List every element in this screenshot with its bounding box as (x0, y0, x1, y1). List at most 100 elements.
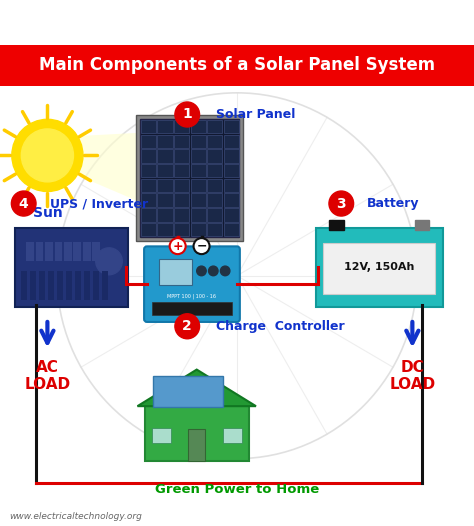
FancyBboxPatch shape (157, 135, 173, 148)
Text: Charge  Controller: Charge Controller (216, 320, 344, 333)
Bar (329, 220, 344, 230)
FancyBboxPatch shape (157, 208, 173, 221)
FancyBboxPatch shape (141, 120, 156, 133)
Circle shape (11, 191, 36, 216)
FancyBboxPatch shape (224, 179, 239, 192)
Bar (30, 271, 36, 300)
FancyBboxPatch shape (224, 135, 239, 148)
Bar (64, 242, 72, 261)
Circle shape (175, 102, 200, 127)
Bar (152, 428, 171, 443)
Bar (26, 242, 34, 261)
FancyBboxPatch shape (207, 149, 222, 163)
Bar (45, 242, 53, 261)
Text: Solar Panel: Solar Panel (216, 108, 295, 121)
FancyBboxPatch shape (141, 149, 156, 163)
Circle shape (175, 313, 200, 339)
Bar (36, 242, 43, 261)
FancyBboxPatch shape (191, 223, 206, 236)
Circle shape (197, 266, 206, 276)
FancyBboxPatch shape (141, 194, 156, 207)
Bar (102, 271, 108, 300)
Circle shape (12, 119, 83, 191)
Circle shape (21, 129, 73, 182)
Text: 12V, 150Ah: 12V, 150Ah (344, 262, 414, 272)
FancyBboxPatch shape (174, 135, 189, 148)
FancyBboxPatch shape (224, 208, 239, 221)
FancyBboxPatch shape (157, 179, 173, 192)
Bar (223, 428, 242, 443)
FancyBboxPatch shape (207, 164, 222, 177)
Bar (0, 45, 474, 86)
FancyBboxPatch shape (174, 164, 189, 177)
FancyBboxPatch shape (144, 246, 240, 322)
FancyBboxPatch shape (174, 194, 189, 207)
Bar (57, 271, 63, 300)
Text: www.electricaltechnology.org: www.electricaltechnology.org (9, 512, 142, 521)
FancyBboxPatch shape (174, 149, 189, 163)
Text: AC
LOAD: AC LOAD (24, 360, 71, 392)
Bar (21, 271, 27, 300)
Bar (92, 242, 100, 261)
Text: DC
LOAD: DC LOAD (389, 360, 436, 392)
FancyBboxPatch shape (207, 194, 222, 207)
Bar (152, 302, 232, 315)
Bar (66, 271, 72, 300)
FancyBboxPatch shape (136, 116, 243, 241)
Text: UPS / Inverter: UPS / Inverter (50, 197, 148, 210)
FancyBboxPatch shape (15, 228, 128, 307)
Bar (415, 220, 429, 230)
Bar (159, 259, 192, 285)
FancyBboxPatch shape (191, 149, 206, 163)
Circle shape (96, 248, 122, 275)
FancyBboxPatch shape (316, 228, 443, 307)
Bar (39, 271, 45, 300)
Bar (73, 242, 81, 261)
FancyBboxPatch shape (207, 135, 222, 148)
Text: 4: 4 (19, 197, 28, 210)
Bar (55, 242, 62, 261)
FancyBboxPatch shape (141, 223, 156, 236)
FancyBboxPatch shape (157, 149, 173, 163)
Circle shape (220, 266, 230, 276)
FancyBboxPatch shape (224, 149, 239, 163)
FancyBboxPatch shape (224, 120, 239, 133)
Text: +: + (173, 240, 183, 252)
FancyBboxPatch shape (191, 120, 206, 133)
FancyBboxPatch shape (207, 223, 222, 236)
Text: Battery: Battery (367, 197, 420, 210)
FancyBboxPatch shape (191, 179, 206, 192)
FancyBboxPatch shape (141, 164, 156, 177)
Text: Sun: Sun (33, 206, 62, 220)
Text: 3: 3 (337, 197, 346, 210)
Text: MPPT 100 | 100 - 16: MPPT 100 | 100 - 16 (167, 293, 217, 299)
FancyBboxPatch shape (141, 208, 156, 221)
FancyBboxPatch shape (157, 164, 173, 177)
Bar (84, 271, 90, 300)
Text: Green Power to Home: Green Power to Home (155, 483, 319, 497)
FancyBboxPatch shape (153, 376, 223, 407)
Text: Main Components of a Solar Panel System: Main Components of a Solar Panel System (39, 56, 435, 74)
Text: −: − (196, 240, 207, 252)
FancyBboxPatch shape (141, 179, 156, 192)
Bar (48, 271, 54, 300)
FancyBboxPatch shape (191, 135, 206, 148)
FancyBboxPatch shape (224, 164, 239, 177)
Polygon shape (76, 132, 166, 213)
Circle shape (329, 191, 354, 216)
FancyBboxPatch shape (224, 223, 239, 236)
FancyBboxPatch shape (323, 243, 435, 294)
FancyBboxPatch shape (191, 208, 206, 221)
FancyBboxPatch shape (191, 164, 206, 177)
FancyBboxPatch shape (157, 120, 173, 133)
FancyBboxPatch shape (141, 135, 156, 148)
Bar (75, 271, 81, 300)
Circle shape (209, 266, 218, 276)
FancyBboxPatch shape (191, 194, 206, 207)
FancyBboxPatch shape (140, 119, 239, 237)
Bar (83, 242, 91, 261)
Bar (188, 429, 205, 461)
FancyBboxPatch shape (174, 179, 189, 192)
Polygon shape (137, 370, 256, 406)
FancyBboxPatch shape (174, 208, 189, 221)
